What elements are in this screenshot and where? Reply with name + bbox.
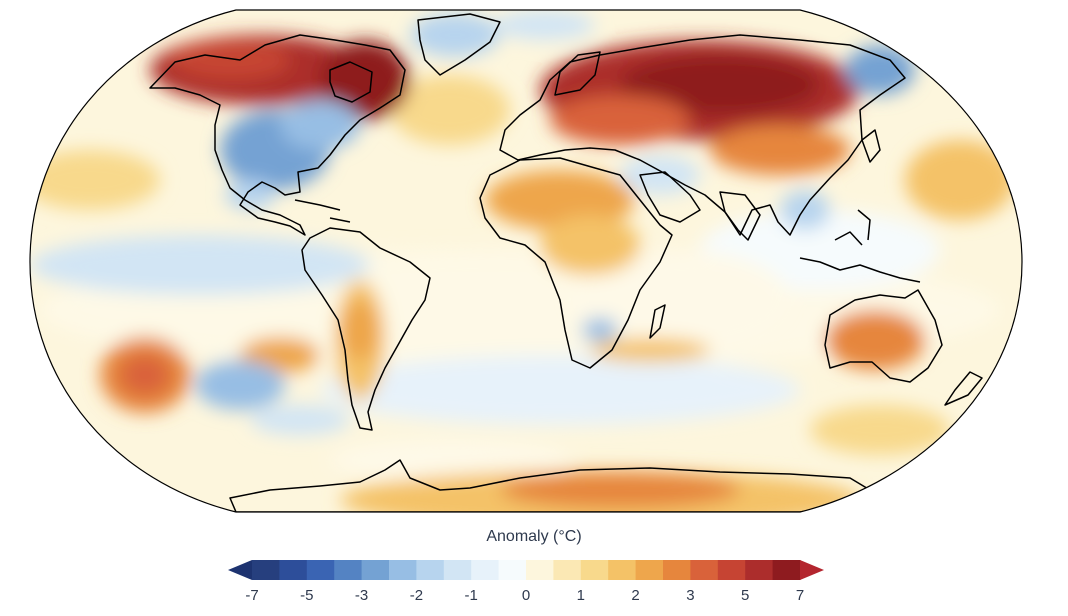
legend-tick-label: 2 [631, 587, 639, 604]
hudson-bay-coast [329, 61, 373, 103]
legend-tick-label: 5 [741, 587, 749, 604]
legend-color-bin [279, 560, 308, 580]
legend-color-bin [580, 560, 609, 580]
legend-tick-label: 1 [577, 587, 585, 604]
africa-coast [479, 157, 673, 369]
legend-color-bin [745, 560, 774, 580]
legend-tick-label: -7 [245, 587, 258, 604]
japan-coast [861, 129, 881, 163]
arabia-coast [639, 171, 701, 223]
legend-color-bin [471, 560, 500, 580]
globe-outline [29, 9, 1023, 513]
legend-under-arrow [228, 560, 252, 580]
legend-color-bin [443, 560, 472, 580]
legend-tick-labels: -7 -5 -3 -2 -1 0 1 2 3 5 7 [245, 587, 804, 604]
color-legend: -7 -5 -3 -2 -1 0 1 2 3 5 7 [228, 560, 824, 604]
australia-coast [824, 289, 943, 383]
legend-tick-label: -3 [355, 587, 368, 604]
legend-tick-label: -2 [410, 587, 423, 604]
anomaly-field [30, 10, 1022, 512]
legend-color-bin [635, 560, 664, 580]
legend-color-bin [608, 560, 637, 580]
legend-color-bin [498, 560, 527, 580]
legend-color-bin [416, 560, 445, 580]
legend-tick-label: 3 [686, 587, 694, 604]
legend-color-bin [690, 560, 719, 580]
legend-tick-label: -1 [465, 587, 478, 604]
madagascar-coast [649, 304, 666, 339]
legend-tick-label: 0 [522, 587, 530, 604]
north-america-coast [149, 34, 406, 236]
legend-title: Anomaly (°C) [486, 528, 582, 545]
legend-color-bin [717, 560, 746, 580]
legend-tick-label: 7 [796, 587, 804, 604]
legend-color-bin [334, 560, 363, 580]
coastlines [149, 13, 983, 512]
legend-color-bin [663, 560, 691, 580]
legend-color-bin [526, 560, 554, 580]
new-zealand-coast [944, 371, 983, 406]
legend-color-bin [361, 560, 390, 580]
legend-colorbar [228, 560, 824, 580]
maritime-asia-coast [799, 209, 921, 283]
legend-over-arrow [800, 560, 824, 580]
legend-color-bin [252, 560, 280, 580]
legend-color-bin [772, 560, 801, 580]
legend-color-bin [389, 560, 417, 580]
greenland-coast [417, 13, 501, 76]
scandinavia-coast [554, 51, 601, 96]
legend-color-bin [306, 560, 335, 580]
world-anomaly-map [29, 9, 1023, 513]
caribbean-coast [294, 199, 351, 223]
legend-tick-label: -5 [300, 587, 313, 604]
south-america-coast [301, 227, 431, 431]
legend-color-bin [553, 560, 582, 580]
india-coast [719, 191, 761, 241]
